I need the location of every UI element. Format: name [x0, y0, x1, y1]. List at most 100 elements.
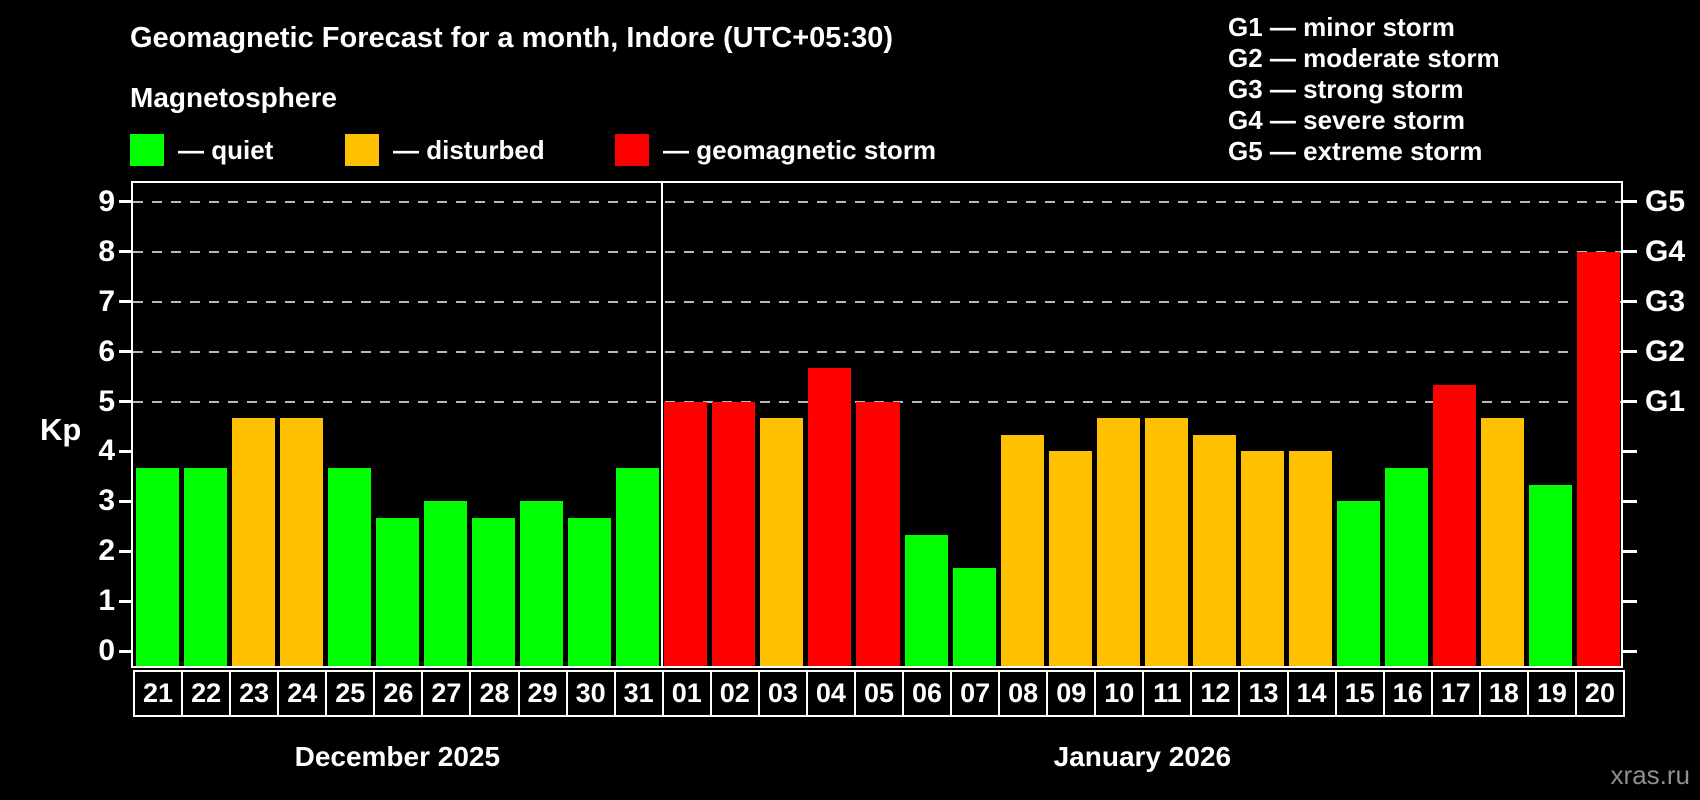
- day-label-cell-05: 05: [853, 670, 905, 717]
- kp-bar-day-26: [375, 517, 419, 666]
- y-axis-tick-left-3: [119, 499, 133, 503]
- kp-bar-day-07: [952, 567, 996, 666]
- kp-bar-day-21: [135, 467, 179, 666]
- y-axis-tick-left-4: [119, 449, 133, 453]
- g-axis-label-g4: G4: [1645, 234, 1686, 268]
- kp-bar-day-18: [1481, 417, 1525, 666]
- y-axis-tick-label-3: 3: [98, 484, 115, 518]
- day-label-cell-21: 21: [133, 670, 184, 717]
- quiet-swatch-icon: [130, 134, 164, 166]
- kp-bar-day-02: [712, 401, 756, 666]
- day-label-cell-08: 08: [998, 670, 1049, 717]
- day-label-cell-14: 14: [1286, 670, 1337, 717]
- day-label-cell-13: 13: [1238, 670, 1289, 717]
- y-axis-tick-right-8: [1623, 250, 1637, 254]
- month-label-january: January 2026: [1053, 741, 1232, 772]
- disturbed-swatch-icon: [345, 134, 379, 166]
- y-axis-tick-right-9: [1623, 200, 1637, 204]
- y-axis-tick-label-6: 6: [98, 334, 115, 368]
- g-scale-legend: G1 — minor storm G2 — moderate storm G3 …: [1228, 12, 1500, 167]
- legend-label-quiet: — quiet: [178, 134, 274, 165]
- day-label-cell-12: 12: [1190, 670, 1241, 717]
- kp-bar-day-11: [1144, 417, 1188, 666]
- day-label-cell-28: 28: [469, 670, 520, 717]
- y-axis-tick-right-3: [1623, 499, 1637, 503]
- month-label-december: December 2025: [294, 741, 501, 772]
- kp-bar-day-24: [279, 417, 323, 666]
- y-axis-tick-label-2: 2: [98, 534, 115, 568]
- g-axis-label-g5: G5: [1645, 184, 1686, 218]
- kp-bar-day-10: [1096, 417, 1140, 666]
- storm-swatch-icon: [615, 134, 649, 166]
- gridline-kp9: [133, 200, 1621, 203]
- day-label-cell-04: 04: [805, 670, 856, 717]
- legend-item-quiet: — quiet: [130, 133, 273, 167]
- kp-bar-day-27: [423, 501, 467, 666]
- g-legend-line-g4: G4 — severe storm: [1228, 105, 1466, 135]
- kp-bar-day-14: [1289, 451, 1333, 666]
- g-legend-line-g2: G2 — moderate storm: [1228, 43, 1500, 73]
- kp-bar-day-06: [904, 534, 948, 666]
- day-label-cell-20: 20: [1574, 670, 1625, 717]
- y-axis-tick-label-8: 8: [98, 234, 115, 268]
- y-axis-tick-left-2: [119, 549, 133, 553]
- y-axis-tick-left-6: [119, 350, 133, 354]
- kp-bar-day-22: [183, 467, 227, 666]
- day-label-cell-26: 26: [373, 670, 424, 717]
- kp-bar-day-23: [231, 417, 275, 666]
- kp-bar-day-09: [1048, 451, 1092, 666]
- y-axis-tick-right-0: [1623, 649, 1637, 653]
- day-label-cell-16: 16: [1382, 670, 1433, 717]
- day-label-cell-25: 25: [325, 670, 376, 717]
- y-axis-tick-label-5: 5: [98, 384, 115, 418]
- y-axis-tick-left-8: [119, 250, 133, 254]
- gridline-kp6: [133, 350, 1621, 353]
- y-axis-tick-right-2: [1623, 549, 1637, 553]
- kp-bar-day-31: [616, 467, 660, 666]
- page-title: Geomagnetic Forecast for a month, Indore…: [130, 22, 894, 54]
- day-label-cell-03: 03: [757, 670, 808, 717]
- y-axis-tick-left-9: [119, 200, 133, 204]
- day-label-cell-09: 09: [1046, 670, 1097, 717]
- g-axis-label-g1: G1: [1645, 384, 1686, 418]
- y-axis-tick-label-4: 4: [98, 434, 115, 468]
- plot-area: [131, 181, 1623, 668]
- kp-axis-label: Kp: [40, 412, 82, 447]
- kp-bar-day-20: [1577, 251, 1621, 666]
- month-divider: [660, 183, 663, 666]
- day-label-cell-10: 10: [1094, 670, 1145, 717]
- legend-item-storm: — geomagnetic storm: [615, 133, 936, 167]
- kp-bar-day-17: [1433, 385, 1477, 666]
- kp-bar-day-16: [1385, 467, 1429, 666]
- g-axis-label-g2: G2: [1645, 334, 1686, 368]
- day-label-cell-18: 18: [1478, 670, 1529, 717]
- day-label-cell-06: 06: [902, 670, 953, 717]
- kp-bar-day-30: [568, 517, 612, 666]
- day-label-cell-31: 31: [613, 670, 664, 717]
- y-axis-tick-label-0: 0: [98, 634, 115, 667]
- y-axis-tick-label-7: 7: [98, 284, 115, 318]
- kp-bar-day-12: [1192, 434, 1236, 666]
- kp-bar-day-08: [1000, 434, 1044, 666]
- day-label-cell-27: 27: [421, 670, 472, 717]
- legend-item-disturbed: — disturbed: [345, 133, 545, 167]
- day-label-cell-01: 01: [661, 670, 712, 717]
- kp-bar-day-19: [1529, 484, 1573, 666]
- watermark: xras.ru: [1610, 760, 1690, 790]
- kp-bar-day-01: [664, 401, 708, 666]
- legend-label-disturbed: — disturbed: [393, 134, 545, 165]
- y-axis-tick-left-5: [119, 400, 133, 403]
- day-label-cell-15: 15: [1334, 670, 1385, 717]
- kp-bar-day-29: [520, 501, 564, 666]
- kp-bar-day-25: [327, 467, 371, 666]
- legend-label-storm: — geomagnetic storm: [663, 134, 937, 165]
- kp-bar-day-13: [1240, 451, 1285, 666]
- day-label-cell-02: 02: [709, 670, 760, 717]
- day-label-cell-17: 17: [1430, 670, 1481, 717]
- kp-bar-day-04: [808, 368, 852, 666]
- day-label-cell-29: 29: [517, 670, 568, 717]
- g-legend-line-g1: G1 — minor storm: [1228, 12, 1455, 42]
- day-label-cell-23: 23: [229, 670, 280, 717]
- y-axis-tick-left-7: [119, 300, 133, 304]
